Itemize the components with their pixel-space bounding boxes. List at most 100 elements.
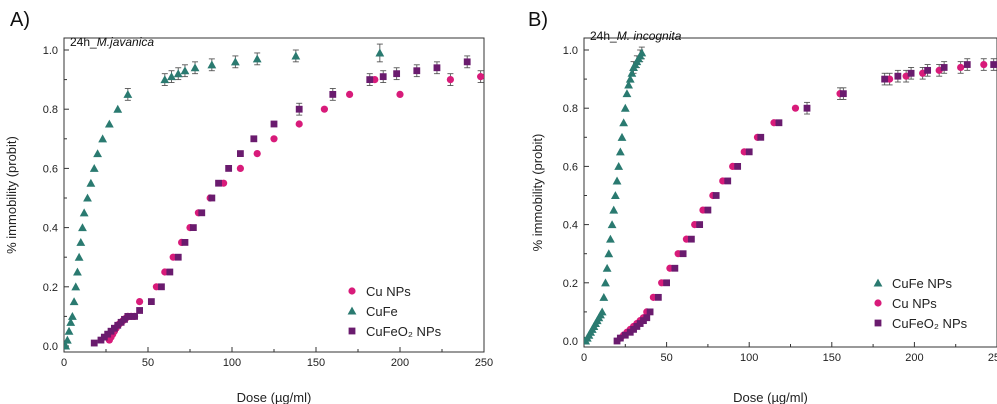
data-point-cufeo [413, 67, 421, 75]
data-point-cufe [86, 178, 96, 187]
legend-label-cufe: CuFe NPs [892, 276, 952, 291]
data-point-cufe [620, 103, 630, 112]
data-point-cu [320, 105, 328, 113]
data-point-cu [253, 150, 261, 158]
data-point-cufe [83, 193, 92, 202]
legend: Cu NPs CuFe CuFeO₂ NPs [347, 284, 442, 339]
y-axis-title: % immobility (probit) [4, 136, 19, 254]
data-point-cufeo [189, 224, 197, 231]
data-point-cufeo [671, 264, 679, 272]
data-point-cufeo [136, 307, 143, 314]
data-point-cufeo [734, 163, 742, 170]
chart-panel-2: B) 24h_M. incognita 0 50 100 150 200 250 0.0 0.2 0… [528, 9, 997, 404]
data-point-cu [446, 76, 454, 84]
data-point-cufe [73, 267, 82, 276]
data-point-cufe [599, 292, 609, 301]
y-tick-label: 1.0 [563, 45, 578, 57]
data-point-cufe [617, 132, 627, 141]
data-point-cufeo [940, 64, 948, 71]
legend-marker-cu [348, 287, 356, 295]
data-point-cufe [602, 263, 612, 272]
data-point-cufe [614, 162, 624, 170]
x-tick-label: 100 [223, 357, 241, 369]
data-point-cufeo [208, 194, 216, 202]
data-point-cufeo [621, 331, 629, 339]
data-point-cufe [66, 317, 76, 326]
y-tick-label: 0.4 [563, 220, 578, 232]
y-tick-label: 0.2 [43, 282, 58, 294]
data-point-cufeo [907, 69, 915, 77]
y-tick-label: 0.2 [563, 278, 578, 290]
data-point-cufe [601, 278, 610, 287]
data-point-cufe [160, 75, 170, 84]
data-point-cufe [173, 69, 183, 78]
y-tick-label: 0.6 [43, 163, 58, 175]
data-point-cufe [89, 164, 99, 172]
data-point-cufeo [924, 66, 932, 74]
subtitle-prefix: 24h_ [590, 29, 617, 43]
plot-frame [63, 37, 485, 353]
data-point-cufeo [963, 61, 971, 68]
data-point-cufe [597, 307, 607, 316]
data-point-cufe [76, 238, 86, 246]
legend-label-cu: Cu NPs [892, 296, 937, 311]
data-point-cufe [609, 205, 619, 214]
legend-label-cufeo: CuFeO₂ NPs [892, 316, 968, 331]
plot-data [584, 46, 997, 345]
data-point-cufe [64, 335, 72, 344]
data-point-cu [270, 135, 278, 143]
data-point-cufeo [724, 177, 732, 185]
data-point-cufe [627, 68, 637, 77]
y-tick-label: 0.4 [43, 223, 58, 235]
data-point-cu [295, 120, 303, 128]
x-tick-label: 50 [142, 357, 154, 369]
data-point-cufeo [237, 150, 244, 157]
data-point-cufe [167, 72, 176, 81]
legend-label-cufeo: CuFeO₂ NPs [366, 324, 442, 339]
data-point-cu [236, 164, 244, 172]
data-point-cufeo [696, 221, 704, 228]
data-point-cufe [610, 191, 620, 200]
data-point-cufeo [990, 61, 997, 68]
data-point-cufeo [433, 64, 441, 72]
data-point-cufe [79, 208, 89, 217]
data-point-cu [791, 104, 800, 112]
data-point-cufeo [181, 239, 189, 246]
data-point-cu [136, 298, 144, 306]
data-point-cufeo [90, 339, 98, 347]
x-tick-label: 200 [905, 352, 923, 364]
data-point-cufeo [366, 76, 374, 83]
y-tick-label: 0.6 [563, 161, 578, 173]
data-point-cufe [74, 252, 84, 261]
y-tick-label: 0.8 [563, 103, 578, 115]
subtitle-prefix: 24h_ [70, 35, 97, 49]
x-tick-label: 150 [307, 357, 325, 369]
legend-marker-cufe [347, 306, 357, 315]
y-tick-label: 0.0 [43, 341, 58, 353]
panel-subtitle: 24h_M.javanica [70, 35, 154, 49]
legend-marker-cufeo [874, 319, 882, 327]
data-point-cu [957, 63, 965, 72]
data-point-cufe [606, 234, 615, 243]
data-point-cufe [625, 74, 635, 83]
data-point-cufeo [679, 250, 687, 258]
data-point-cufe [64, 326, 74, 335]
data-point-cufeo [757, 133, 765, 141]
data-point-cufeo [131, 313, 138, 320]
data-point-cufe [207, 60, 217, 69]
data-point-cu [477, 73, 484, 81]
data-point-cu [980, 60, 988, 69]
panel-label: A) [10, 9, 30, 31]
plot-data [64, 43, 484, 350]
x-axis-title: Dose (µg/ml) [733, 390, 808, 404]
y-tick-label: 0.0 [563, 336, 578, 348]
x-tick-label: 0 [61, 357, 67, 369]
subtitle-species: M. incognita [617, 29, 682, 43]
legend-marker-cufeo [348, 327, 356, 335]
data-point-cufe [78, 223, 87, 232]
data-point-cufe [113, 104, 123, 113]
y-axis-title: % immobility (probit) [530, 134, 545, 252]
data-point-cufeo [379, 73, 387, 81]
panel-subtitle: 24h_M. incognita [590, 29, 682, 43]
